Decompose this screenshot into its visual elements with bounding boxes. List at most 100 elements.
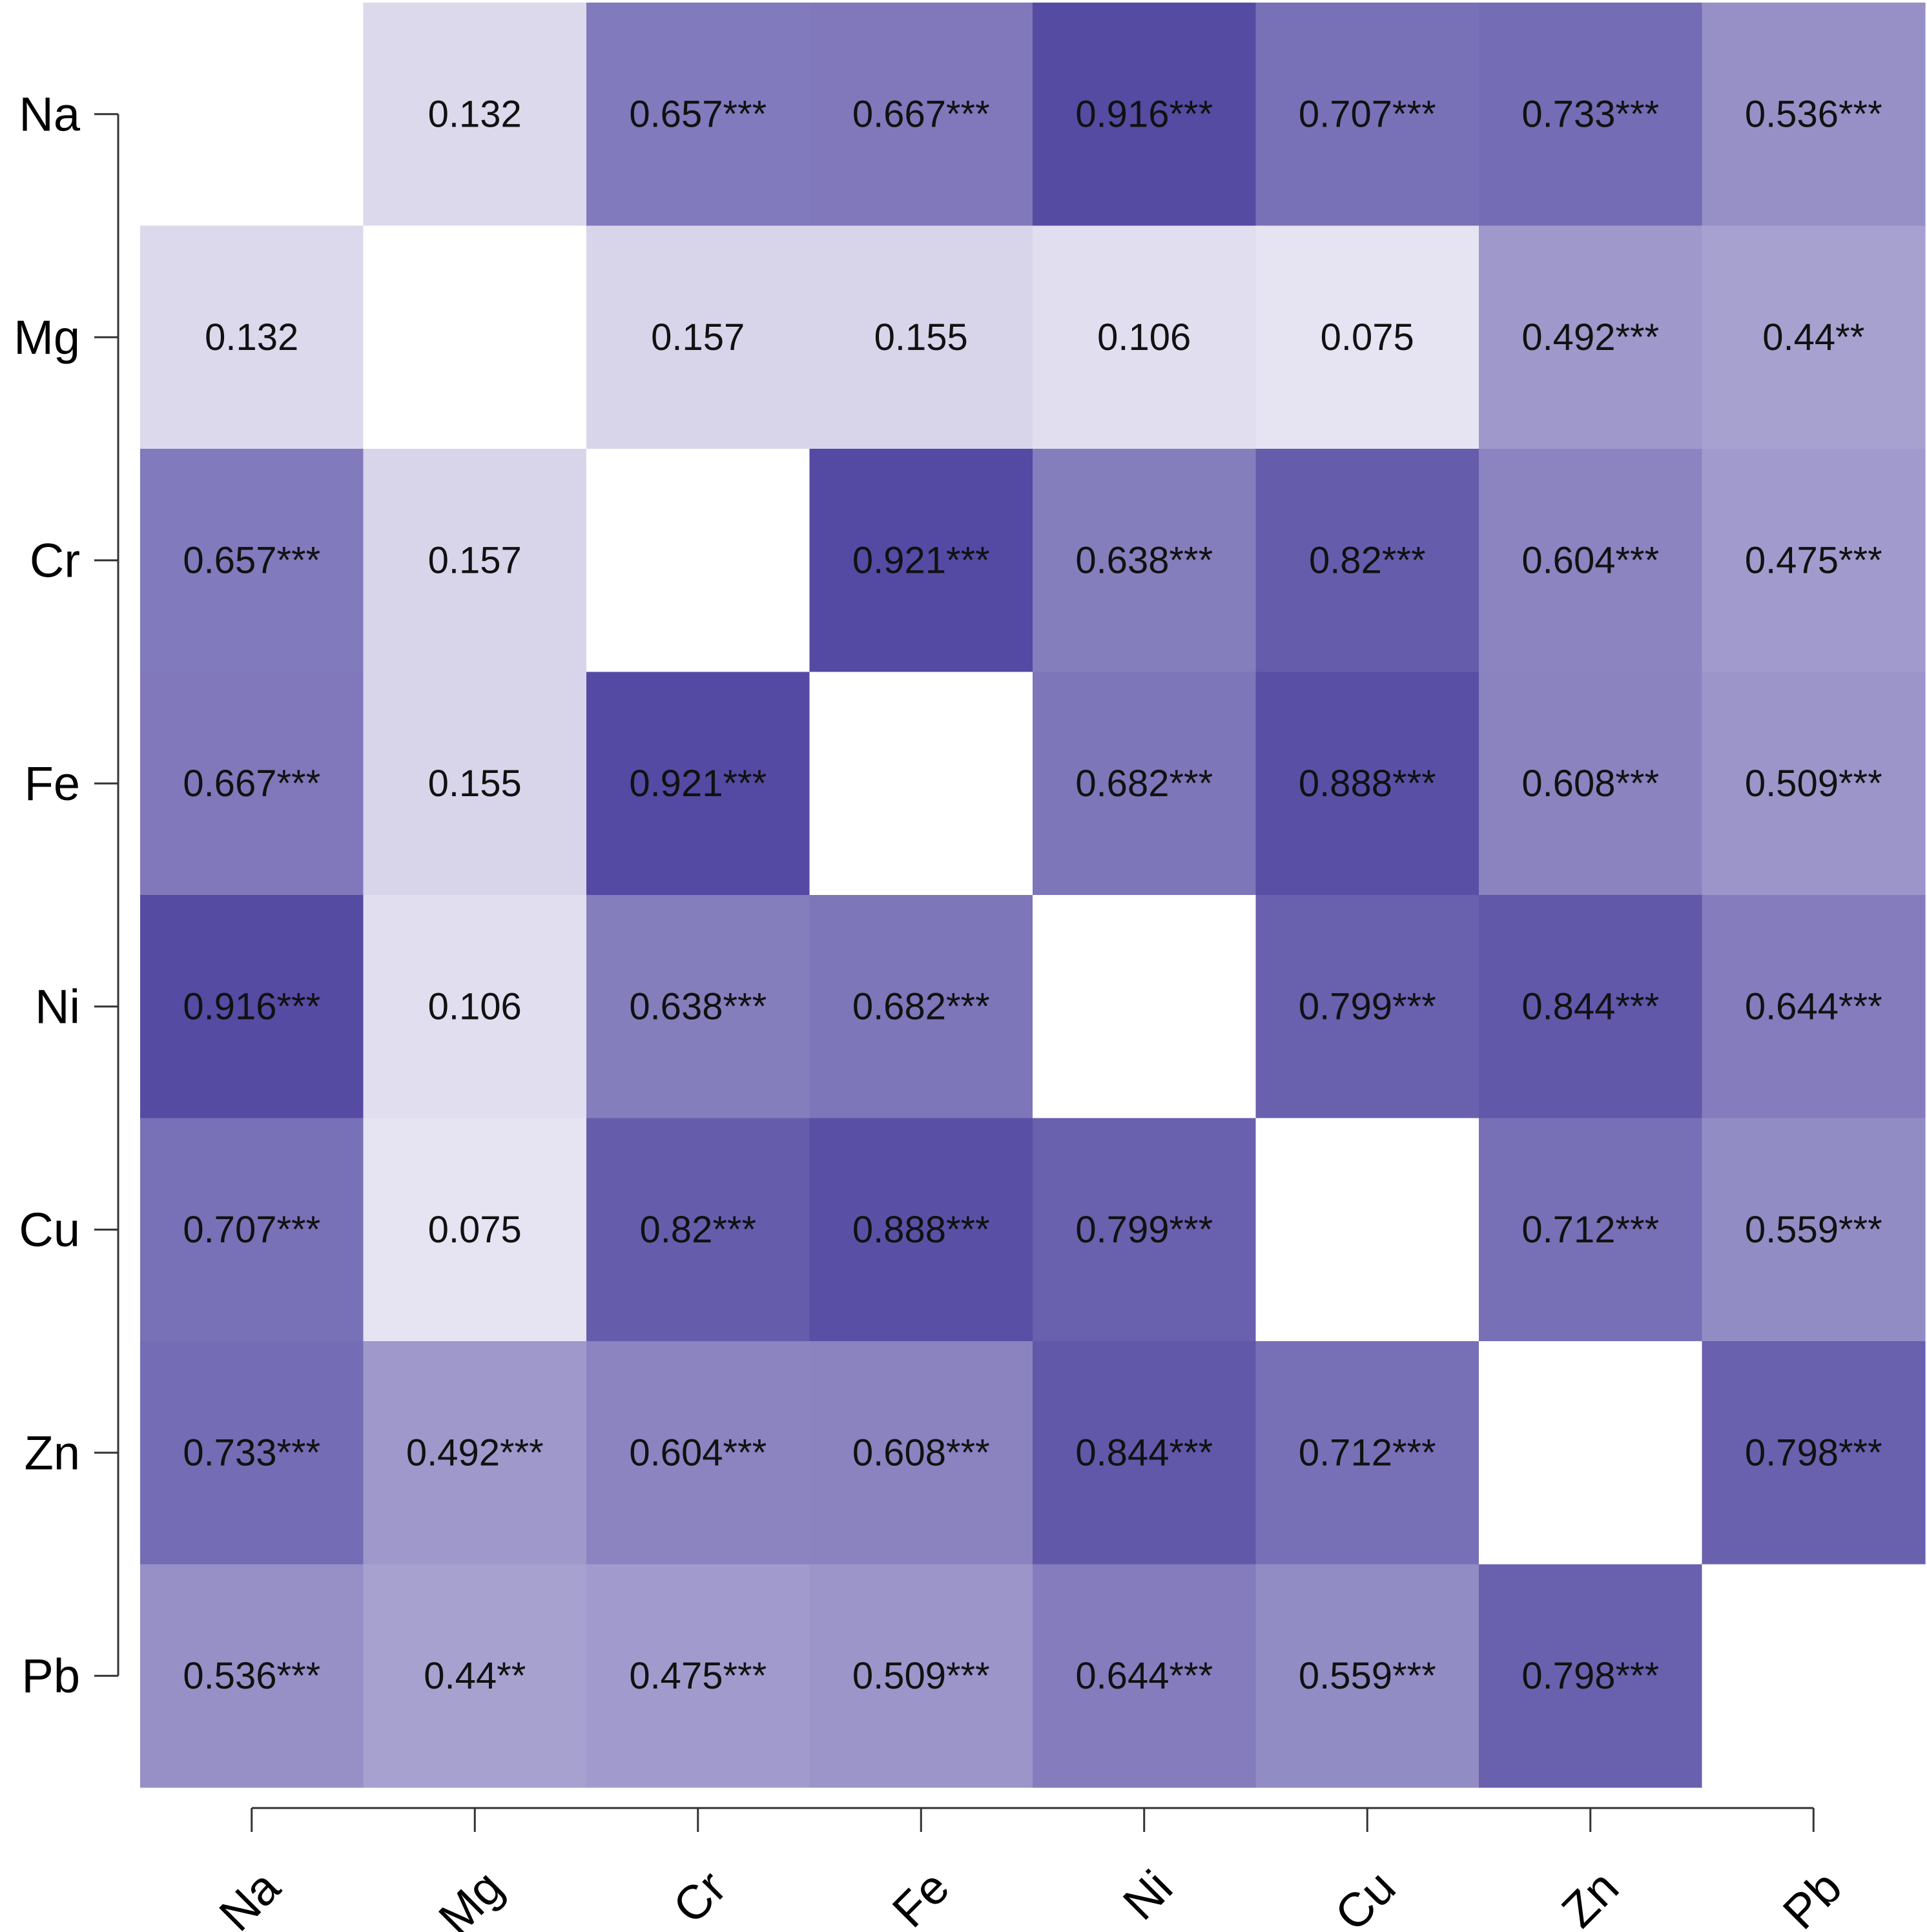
heatmap-cell-Pb-Cu	[1255, 1564, 1479, 1788]
heatmap-cell-Fe-Cr	[586, 672, 810, 896]
heatmap-cell-Zn-Pb	[1702, 1341, 1926, 1565]
heatmap-cell-Mg-Fe	[809, 225, 1033, 449]
cell-label-Mg-Cu: 0.075	[1321, 316, 1414, 358]
heatmap-cell-Zn-Cr	[586, 1341, 810, 1565]
heatmap-cell-Ni-Zn	[1479, 895, 1703, 1119]
cell-label-Pb-Mg: 0.44**	[424, 1655, 526, 1697]
heatmap-cell-Cu-Na	[140, 1118, 364, 1342]
heatmap-cell-Zn-Ni	[1033, 1341, 1257, 1565]
heatmap-cell-Mg-Na	[140, 225, 364, 449]
cell-label-Cr-Fe: 0.921***	[852, 539, 990, 581]
cell-label-Cr-Pb: 0.475***	[1745, 539, 1882, 581]
heatmap-cell-Cr-Pb	[1702, 449, 1926, 673]
heatmap-cell-Zn-Fe	[809, 1341, 1033, 1565]
cell-label-Na-Mg: 0.132	[428, 93, 522, 135]
heatmap-cell-Cu-Mg	[363, 1118, 587, 1342]
heatmap-cell-Pb-Na	[140, 1564, 364, 1788]
cell-label-Na-Pb: 0.536***	[1745, 93, 1882, 135]
cell-label-Cr-Mg: 0.157	[428, 539, 522, 581]
heatmap-cell-Cu-Pb	[1702, 1118, 1926, 1342]
cell-label-Fe-Mg: 0.155	[428, 763, 522, 805]
cell-label-Na-Ni: 0.916***	[1075, 93, 1213, 135]
heatmap-cell-Cr-Zn	[1479, 449, 1703, 673]
cell-label-Ni-Fe: 0.682***	[852, 985, 990, 1027]
cell-label-Ni-Zn: 0.844***	[1521, 985, 1659, 1027]
heatmap-cell-Na-Cu	[1255, 3, 1479, 227]
heatmap-cell-Mg-Ni	[1033, 225, 1257, 449]
cell-label-Cu-Cr: 0.82***	[639, 1209, 756, 1251]
cell-label-Mg-Fe: 0.155	[874, 316, 968, 358]
cell-label-Mg-Na: 0.132	[205, 316, 298, 358]
cell-label-Zn-Fe: 0.608***	[852, 1432, 990, 1474]
heatmap-cell-Zn-Na	[140, 1341, 364, 1565]
y-axis: Na Mg Cr Fe Ni Cu Zn Pb	[14, 87, 119, 1703]
heatmap-cell-Mg-Mg	[363, 225, 587, 449]
cell-label-Cu-Zn: 0.712***	[1521, 1209, 1659, 1251]
heatmap-cells	[140, 3, 1926, 1788]
cell-label-Pb-Cr: 0.475***	[629, 1655, 767, 1697]
cell-label-Zn-Cu: 0.712***	[1299, 1432, 1436, 1474]
heatmap-cell-Pb-Ni	[1033, 1564, 1257, 1788]
cell-label-Zn-Cr: 0.604***	[629, 1432, 767, 1474]
heatmap-cell-Na-Pb	[1702, 3, 1926, 227]
cell-label-Fe-Ni: 0.682***	[1075, 763, 1213, 805]
cell-label-Pb-Cu: 0.559***	[1299, 1655, 1436, 1697]
heatmap-cell-Fe-Pb	[1702, 672, 1926, 896]
cell-label-Cu-Pb: 0.559***	[1745, 1209, 1882, 1251]
cell-label-Zn-Pb: 0.798***	[1745, 1432, 1882, 1474]
y-tick-label-Pb: Pb	[21, 1649, 80, 1703]
heatmap-cell-Pb-Cr	[586, 1564, 810, 1788]
cell-label-Fe-Zn: 0.608***	[1521, 763, 1659, 805]
y-tick-label-Zn: Zn	[25, 1426, 80, 1479]
heatmap-cell-Fe-Mg	[363, 672, 587, 896]
heatmap-cell-Na-Ni	[1033, 3, 1257, 227]
cell-label-Cr-Na: 0.657***	[183, 539, 320, 581]
cell-label-Cu-Ni: 0.799***	[1075, 1209, 1213, 1251]
heatmap-cell-Fe-Cu	[1255, 672, 1479, 896]
heatmap-cell-Cr-Na	[140, 449, 364, 673]
x-tick-label-Cu: Cu	[1324, 1860, 1406, 1932]
x-tick-label-Ni: Ni	[1113, 1860, 1182, 1930]
heatmap-cell-Ni-Pb	[1702, 895, 1926, 1119]
cell-label-Ni-Na: 0.916***	[183, 985, 320, 1027]
cell-label-Pb-Zn: 0.798***	[1521, 1655, 1659, 1697]
cell-label-Pb-Fe: 0.509***	[852, 1655, 990, 1697]
x-tick-label-Mg: Mg	[428, 1860, 513, 1932]
cell-label-Ni-Mg: 0.106	[428, 985, 522, 1027]
heatmap-cell-Fe-Zn	[1479, 672, 1703, 896]
heatmap-cell-Cr-Cu	[1255, 449, 1479, 673]
heatmap-cell-Cu-Fe	[809, 1118, 1033, 1342]
y-tick-label-Cu: Cu	[19, 1203, 80, 1257]
cell-label-Na-Cr: 0.657***	[629, 93, 767, 135]
cell-label-Mg-Zn: 0.492***	[1521, 316, 1659, 358]
cell-label-Cr-Ni: 0.638***	[1075, 539, 1213, 581]
cell-label-Cr-Zn: 0.604***	[1521, 539, 1659, 581]
x-tick-label-Zn: Zn	[1551, 1860, 1629, 1932]
cell-label-Ni-Cr: 0.638***	[629, 985, 767, 1027]
cell-label-Na-Fe: 0.667***	[852, 93, 990, 135]
heatmap-cell-Zn-Mg	[363, 1341, 587, 1565]
heatmap-cell-Ni-Na	[140, 895, 364, 1119]
heatmap-cell-Cr-Fe	[809, 449, 1033, 673]
y-tick-label-Ni: Ni	[35, 980, 80, 1033]
cell-label-Pb-Na: 0.536***	[183, 1655, 320, 1697]
heatmap-cell-Cu-Ni	[1033, 1118, 1257, 1342]
x-tick-label-Cr: Cr	[663, 1860, 736, 1932]
x-tick-label-Na: Na	[209, 1860, 291, 1932]
cell-label-Ni-Pb: 0.644***	[1745, 985, 1882, 1027]
heatmap-cell-Ni-Mg	[363, 895, 587, 1119]
cell-label-Ni-Cu: 0.799***	[1299, 985, 1436, 1027]
cell-label-Na-Zn: 0.733***	[1521, 93, 1659, 135]
cell-label-Zn-Na: 0.733***	[183, 1432, 320, 1474]
heatmap-cell-Mg-Zn	[1479, 225, 1703, 449]
heatmap-cell-Na-Na	[140, 3, 364, 227]
cell-label-Fe-Cr: 0.921***	[629, 763, 767, 805]
heatmap-cell-Ni-Ni	[1033, 895, 1257, 1119]
heatmap-cell-Cu-Zn	[1479, 1118, 1703, 1342]
heatmap-cell-Pb-Mg	[363, 1564, 587, 1788]
x-tick-label-Fe: Fe	[882, 1860, 960, 1932]
cell-label-Pb-Ni: 0.644***	[1075, 1655, 1213, 1697]
heatmap-cell-Fe-Fe	[809, 672, 1033, 896]
heatmap-cell-Pb-Zn	[1479, 1564, 1703, 1788]
